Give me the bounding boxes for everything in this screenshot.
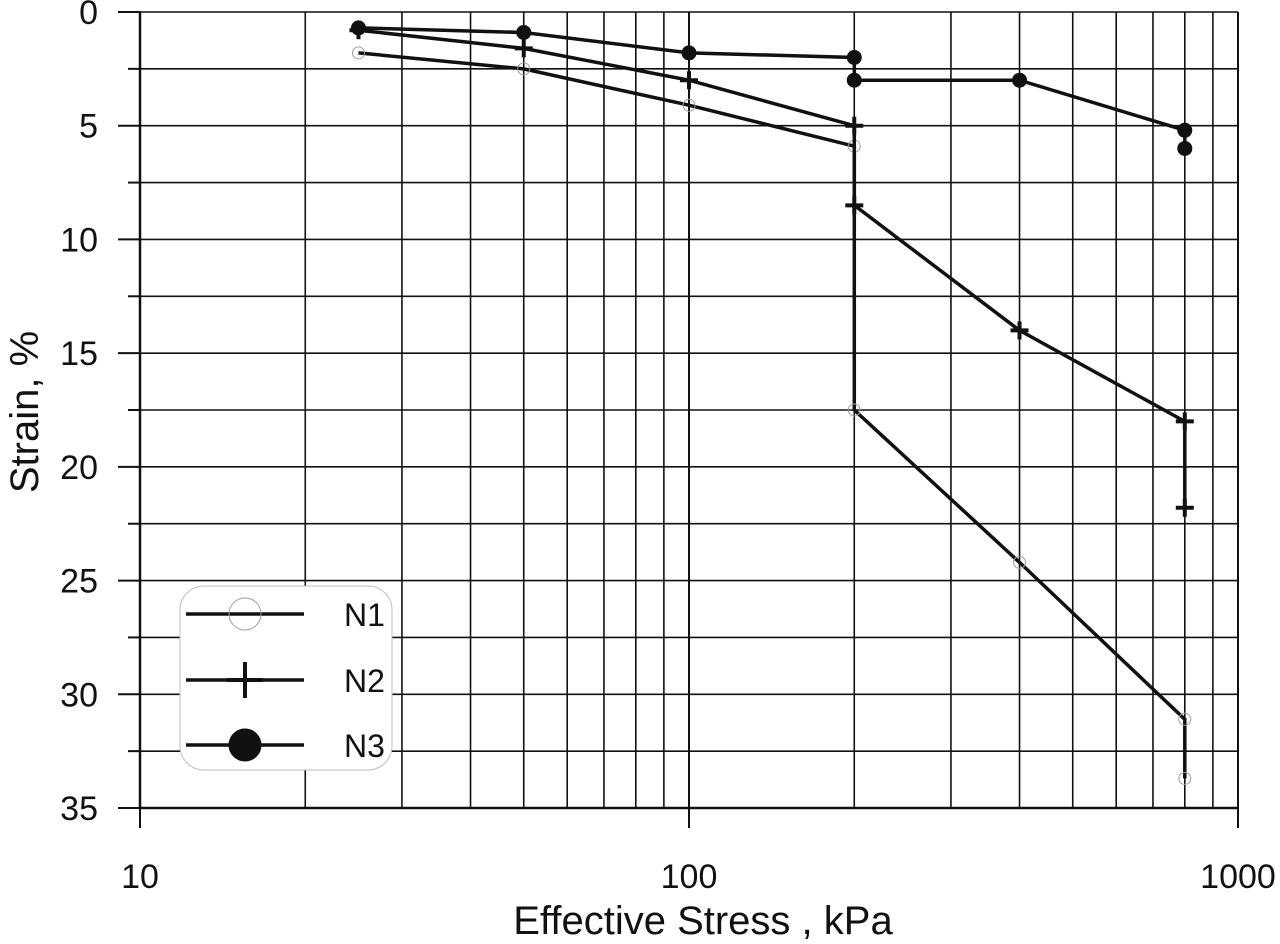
data-point-n2 bbox=[514, 39, 533, 58]
grid bbox=[139, 11, 1238, 809]
data-point-n2 bbox=[1175, 498, 1194, 517]
data-point-n3 bbox=[1012, 72, 1028, 88]
data-point-n1 bbox=[847, 403, 861, 417]
legend-entry-n1: N1 bbox=[186, 597, 385, 633]
y-tick-label: 5 bbox=[79, 108, 98, 146]
data-point-n3 bbox=[681, 45, 697, 61]
series-line-n2 bbox=[358, 28, 1187, 508]
y-tick-label: 25 bbox=[60, 563, 98, 601]
data-point-n3 bbox=[846, 72, 862, 88]
y-tick-label: 35 bbox=[60, 790, 98, 828]
data-point-n1 bbox=[517, 62, 531, 76]
data-point-n2 bbox=[845, 196, 864, 215]
data-point-n2 bbox=[1175, 412, 1194, 431]
y-tick-label: 30 bbox=[60, 676, 98, 714]
legend-label: N2 bbox=[344, 663, 385, 699]
series bbox=[349, 20, 1194, 785]
x-axis-label: Effective Stress , kPa bbox=[513, 899, 893, 943]
tick-labels: 0 5 10 15 20 25 30 35 10 100 1000 bbox=[60, 0, 1276, 896]
y-tick-label: 0 bbox=[79, 0, 98, 32]
legend-marker bbox=[228, 728, 262, 762]
x-tick-label: 1000 bbox=[1200, 858, 1276, 896]
legend-box bbox=[179, 585, 393, 771]
data-point-n1 bbox=[351, 46, 365, 60]
y-axis-label: Strain, % bbox=[3, 331, 47, 493]
x-tick-label: 10 bbox=[121, 858, 159, 896]
data-point-n3 bbox=[350, 20, 366, 36]
series-line-n1 bbox=[358, 51, 1187, 779]
legend-entry-n2: N2 bbox=[186, 662, 385, 699]
y-tick-label: 20 bbox=[60, 449, 98, 487]
data-point-n3 bbox=[1177, 122, 1193, 138]
legend-label: N3 bbox=[344, 728, 385, 764]
legend-marker bbox=[228, 597, 262, 631]
series-n2 bbox=[349, 21, 1194, 517]
series-line-n3 bbox=[358, 26, 1187, 149]
data-point-n2 bbox=[680, 71, 698, 90]
data-point-n1 bbox=[1178, 771, 1192, 785]
data-point-n1 bbox=[1013, 555, 1027, 569]
legend: N1 N2 N3 bbox=[179, 585, 393, 771]
y-tick-label: 10 bbox=[60, 221, 98, 259]
x-tick-label: 100 bbox=[661, 858, 718, 896]
data-point-n2 bbox=[845, 116, 864, 135]
data-point-n1 bbox=[682, 98, 696, 112]
legend-marker bbox=[227, 662, 263, 698]
legend-label: N1 bbox=[344, 597, 385, 633]
y-tick-label: 15 bbox=[60, 335, 98, 373]
axes bbox=[118, 11, 1239, 828]
series-n1 bbox=[351, 46, 1192, 785]
legend-entry-n3: N3 bbox=[186, 728, 385, 764]
data-point-n1 bbox=[1178, 712, 1192, 726]
data-point-n3 bbox=[516, 24, 532, 40]
data-point-n3 bbox=[846, 49, 862, 65]
series-n3 bbox=[350, 20, 1193, 156]
data-point-n2 bbox=[1010, 321, 1029, 340]
data-point-n3 bbox=[1177, 140, 1193, 156]
